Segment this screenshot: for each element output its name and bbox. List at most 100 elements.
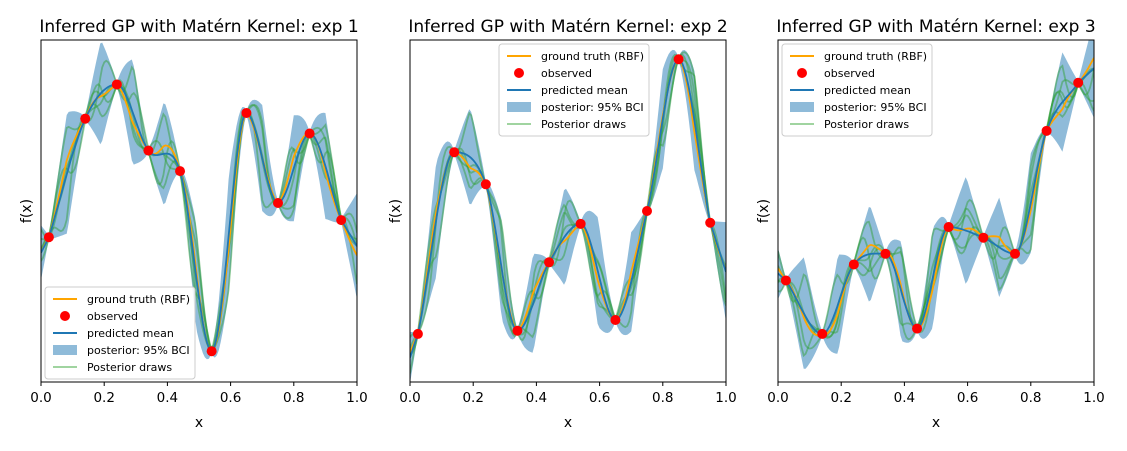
legend-label: ground truth (RBF) bbox=[824, 50, 927, 63]
predicted-mean-line bbox=[410, 58, 726, 358]
observed-point bbox=[175, 166, 186, 177]
axes-frame bbox=[40, 39, 358, 383]
legend: ground truth (RBF) observed predicted mean… bbox=[781, 43, 933, 137]
observed-point bbox=[143, 145, 154, 156]
observed-point bbox=[575, 218, 586, 229]
x-tick-label: 0.6 bbox=[589, 390, 610, 406]
observed-point bbox=[80, 113, 91, 124]
legend-label: posterior: 95% BCI bbox=[87, 344, 190, 357]
y-axis-label: f(x) bbox=[756, 199, 772, 223]
predicted-mean-line bbox=[41, 83, 357, 352]
observed-point bbox=[880, 248, 891, 259]
observed-point bbox=[1041, 125, 1052, 136]
legend-label: predicted mean bbox=[824, 84, 911, 97]
observed-point bbox=[111, 79, 122, 90]
legend-label: ground truth (RBF) bbox=[541, 50, 644, 63]
x-tick-label: 0.0 bbox=[30, 390, 51, 406]
legend-label: Posterior draws bbox=[87, 361, 172, 374]
posterior-draw bbox=[41, 83, 357, 350]
posterior-draw bbox=[410, 58, 726, 374]
legend-label: Posterior draws bbox=[824, 118, 909, 131]
observed-point bbox=[1073, 77, 1084, 88]
observed-point bbox=[336, 215, 347, 226]
axes-frame bbox=[777, 39, 1095, 383]
x-tick-label: 0.8 bbox=[1020, 390, 1041, 406]
y-axis-label: f(x) bbox=[19, 199, 35, 223]
x-tick-label: 0.8 bbox=[652, 390, 673, 406]
observed-point bbox=[1010, 248, 1020, 259]
legend-observed-marker bbox=[514, 68, 524, 78]
observed-point bbox=[273, 198, 283, 209]
observed-point bbox=[412, 328, 423, 339]
legend-band-swatch bbox=[507, 102, 531, 112]
plot-area bbox=[41, 42, 357, 360]
x-tick-label: 0.6 bbox=[220, 390, 241, 406]
legend-observed-marker bbox=[797, 68, 807, 78]
x-tick-label: 1.0 bbox=[715, 390, 736, 406]
observed-point bbox=[304, 128, 315, 139]
axes-frame bbox=[409, 39, 727, 383]
legend-band-swatch bbox=[53, 345, 77, 355]
observed-point bbox=[241, 107, 252, 118]
legend-label: posterior: 95% BCI bbox=[824, 101, 927, 114]
plot-area bbox=[778, 40, 1094, 369]
x-tick-label: 0.4 bbox=[894, 390, 915, 406]
posterior-draw bbox=[41, 65, 357, 352]
posterior-band bbox=[410, 49, 726, 382]
observed-point bbox=[943, 222, 954, 233]
observed-point bbox=[610, 315, 621, 326]
observed-point bbox=[673, 54, 684, 65]
legend-observed-marker bbox=[60, 311, 70, 321]
chart-title: Inferred GP with Matérn Kernel: exp 3 bbox=[776, 17, 1095, 37]
posterior-draw bbox=[410, 51, 726, 338]
legend: ground truth (RBF) observed predicted mean… bbox=[44, 286, 196, 380]
x-axis-label: x bbox=[932, 415, 940, 431]
observed-point bbox=[780, 275, 791, 286]
posterior-draw bbox=[778, 69, 1094, 339]
legend-band-swatch bbox=[790, 102, 814, 112]
legend-label: predicted mean bbox=[541, 84, 628, 97]
observed-point bbox=[705, 217, 716, 228]
observed-point bbox=[206, 346, 217, 357]
plot-area bbox=[410, 49, 726, 382]
x-tick-label: 0.8 bbox=[283, 390, 304, 406]
legend-label: ground truth (RBF) bbox=[87, 293, 190, 306]
legend-box bbox=[44, 286, 196, 380]
x-tick-label: 0.4 bbox=[526, 390, 547, 406]
x-tick-label: 1.0 bbox=[346, 390, 367, 406]
x-tick-label: 0.0 bbox=[399, 390, 420, 406]
legend-label: predicted mean bbox=[87, 327, 174, 340]
x-tick-label: 1.0 bbox=[1083, 390, 1104, 406]
observed-point bbox=[912, 323, 923, 334]
legend-label: observed bbox=[87, 310, 138, 323]
legend-label: Posterior draws bbox=[541, 118, 626, 131]
x-tick-label: 0.2 bbox=[830, 390, 851, 406]
legend-label: posterior: 95% BCI bbox=[541, 101, 644, 114]
x-tick-label: 0.6 bbox=[957, 390, 978, 406]
observed-point bbox=[642, 206, 652, 216]
x-tick-label: 0.2 bbox=[93, 390, 114, 406]
predicted-mean-line bbox=[778, 67, 1094, 335]
x-axis-label: x bbox=[564, 415, 572, 431]
legend-box bbox=[781, 43, 933, 137]
x-tick-label: 0.4 bbox=[157, 390, 178, 406]
observed-point bbox=[449, 147, 460, 158]
panel-1: 0.0 0.2 0.4 0.6 0.8 1.0 Inferred GP with Matér… bbox=[19, 17, 368, 431]
y-axis-label: f(x) bbox=[388, 199, 404, 223]
posterior-draw bbox=[410, 58, 726, 355]
x-tick-label: 0.2 bbox=[462, 390, 483, 406]
observed-point bbox=[848, 259, 859, 270]
panel-3: 0.0 0.2 0.4 0.6 0.8 1.0 Inferred GP with Matér… bbox=[756, 17, 1105, 431]
observed-point bbox=[480, 179, 491, 190]
observed-point bbox=[978, 232, 989, 243]
panel-2: 0.0 0.2 0.4 0.6 0.8 1.0 Inferred GP with Matér… bbox=[388, 17, 737, 431]
observed-point bbox=[512, 325, 523, 336]
chart-title: Inferred GP with Matérn Kernel: exp 1 bbox=[39, 17, 358, 37]
x-axis-label: x bbox=[195, 415, 203, 431]
observed-point bbox=[817, 328, 828, 339]
legend-box bbox=[498, 43, 650, 137]
legend-label: observed bbox=[824, 67, 875, 80]
legend: ground truth (RBF) observed predicted mean… bbox=[498, 43, 650, 137]
chart-title: Inferred GP with Matérn Kernel: exp 2 bbox=[408, 17, 727, 37]
